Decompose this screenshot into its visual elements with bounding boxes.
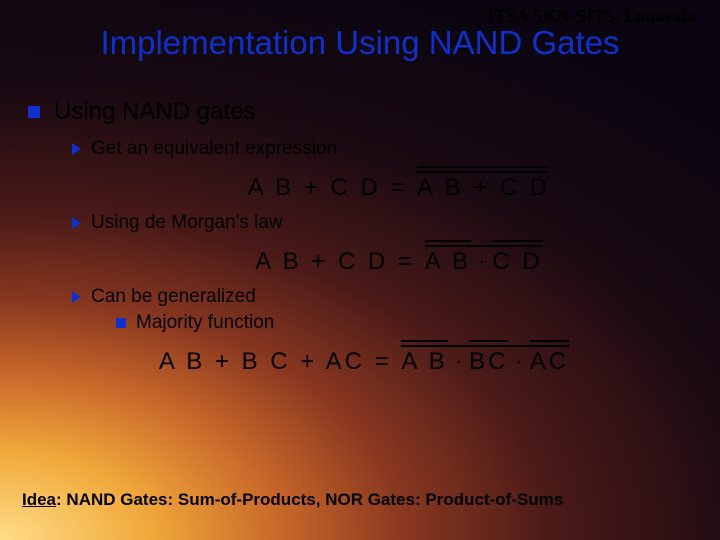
eq3-rhs-t3: AC [530, 348, 569, 376]
triangle-bullet-icon [72, 217, 81, 229]
equation-3: A B + B C + AC = A B · BC · AC [28, 348, 700, 376]
eq3-eq: = [375, 348, 392, 375]
bullet-level1: Using NAND gates [28, 98, 700, 126]
slide-title: Implementation Using NAND Gates [0, 24, 720, 62]
eq3-rhs-t2: BC [469, 348, 508, 376]
eq1-eq: = [390, 174, 407, 201]
eq2-rhs-t1: A B [425, 248, 471, 276]
bullet-l2b-text: Using de Morgan's law [91, 212, 283, 234]
eq3-rhs-outer: A B · BC · AC [401, 348, 569, 376]
square-bullet-icon [28, 106, 40, 118]
eq2-rhs-outer: A B · C D [425, 248, 543, 276]
bullet-level2: Using de Morgan's law [72, 212, 700, 234]
idea-text: : NAND Gates: Sum-of-Products, NOR Gates… [56, 490, 563, 509]
bullet-l2c-text: Can be generalized [91, 286, 256, 308]
eq1-rhs: A B + C D [417, 174, 550, 202]
triangle-bullet-icon [72, 143, 81, 155]
bullet-level3: Majority function [116, 312, 700, 334]
bullet-l2a-text: Get an equivalent expression [91, 138, 337, 160]
eq3-rhs-t1: A B [401, 348, 447, 376]
dot-operator: · [471, 248, 492, 275]
equation-2: A B + C D = A B · C D [98, 248, 700, 276]
square-bullet-icon [116, 318, 126, 328]
eq2-lhs: A B + C D [255, 248, 388, 275]
bullet-level2: Can be generalized [72, 286, 700, 308]
slide-content: ITSA SKN-SITS, Lonavala Implementation U… [0, 0, 720, 540]
body: Using NAND gates Get an equivalent expre… [28, 98, 700, 384]
eq2-rhs-t2: C D [492, 248, 542, 276]
eq3-lhs: A B + B C + AC [159, 348, 365, 375]
eq2-eq: = [398, 248, 415, 275]
idea-label: Idea [22, 490, 56, 509]
triangle-bullet-icon [72, 291, 81, 303]
bullet-l1-text: Using NAND gates [54, 98, 255, 126]
bullet-l3a-text: Majority function [136, 312, 274, 334]
bullet-level2: Get an equivalent expression [72, 138, 700, 160]
dot-operator: · [448, 348, 469, 375]
equation-1: A B + C D = A B + C D [98, 174, 700, 202]
eq1-lhs: A B + C D [248, 174, 381, 201]
idea-line: Idea: NAND Gates: Sum-of-Products, NOR G… [22, 490, 698, 510]
dot-operator: · [508, 348, 529, 375]
